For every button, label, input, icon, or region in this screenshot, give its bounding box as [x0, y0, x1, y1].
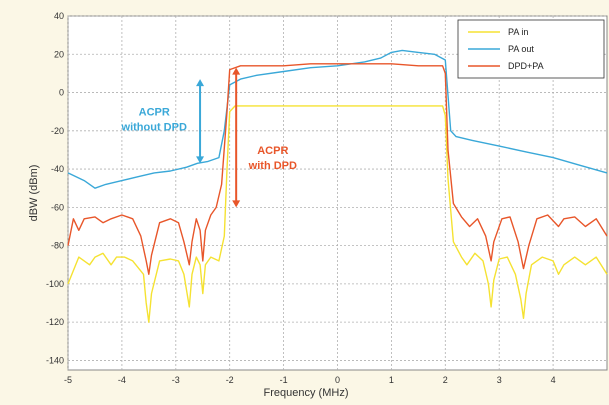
x-tick-label: -1: [280, 375, 288, 385]
y-tick-label: -60: [51, 202, 64, 212]
legend: PA in PA out DPD+PA: [457, 19, 605, 79]
series-line-pa-in: [67, 105, 608, 323]
annotation-acpr-without-line: ACPR: [139, 107, 170, 119]
y-tick-label: 40: [54, 11, 64, 21]
x-tick-label: 0: [335, 375, 340, 385]
y-tick-label: -40: [51, 164, 64, 174]
annotations: ACPR without DPD ACPR with DPD: [121, 67, 297, 208]
series-group: [67, 49, 608, 323]
series-line-pa-out: [67, 49, 608, 189]
x-axis-ticks: -5 -4 -3 -2 -1 0 1 2 3 4: [64, 375, 556, 385]
x-tick-label: 1: [389, 375, 394, 385]
acpr-arrowhead-up: [232, 67, 241, 75]
x-axis-label: Frequency (MHz): [264, 387, 349, 399]
y-tick-label: -120: [46, 317, 64, 327]
acpr-arrowhead-up: [196, 79, 205, 87]
acpr-arrowhead-down: [196, 156, 205, 164]
annotation-acpr-without-line: without DPD: [121, 122, 187, 134]
y-tick-label: -20: [51, 126, 64, 136]
x-tick-label: 3: [497, 375, 502, 385]
grid: [67, 15, 607, 370]
x-tick-label: 4: [551, 375, 556, 385]
y-tick-label: -80: [51, 241, 64, 251]
x-tick-label: -5: [64, 375, 72, 385]
x-tick-label: 2: [443, 375, 448, 385]
legend-label: PA in: [508, 27, 528, 37]
legend-label: DPD+PA: [508, 61, 544, 71]
y-tick-label: -100: [46, 279, 64, 289]
annotation-acpr-with-line: with DPD: [248, 160, 297, 172]
acpr-arrowhead-down: [232, 200, 241, 208]
y-axis-label: dBW (dBm): [28, 165, 40, 222]
y-tick-label: -140: [46, 355, 64, 365]
legend-label: PA out: [508, 44, 534, 54]
annotation-acpr-with-line: ACPR: [257, 145, 288, 157]
x-tick-label: -3: [172, 375, 180, 385]
x-tick-label: -4: [118, 375, 126, 385]
x-tick-label: -2: [226, 375, 234, 385]
series-line-dpd-pa: [67, 63, 608, 275]
y-tick-label: 0: [59, 88, 64, 98]
y-axis-ticks: 40 20 0 -20 -40 -60 -80 -100 -120 -140: [46, 11, 64, 365]
y-tick-label: 20: [54, 49, 64, 59]
